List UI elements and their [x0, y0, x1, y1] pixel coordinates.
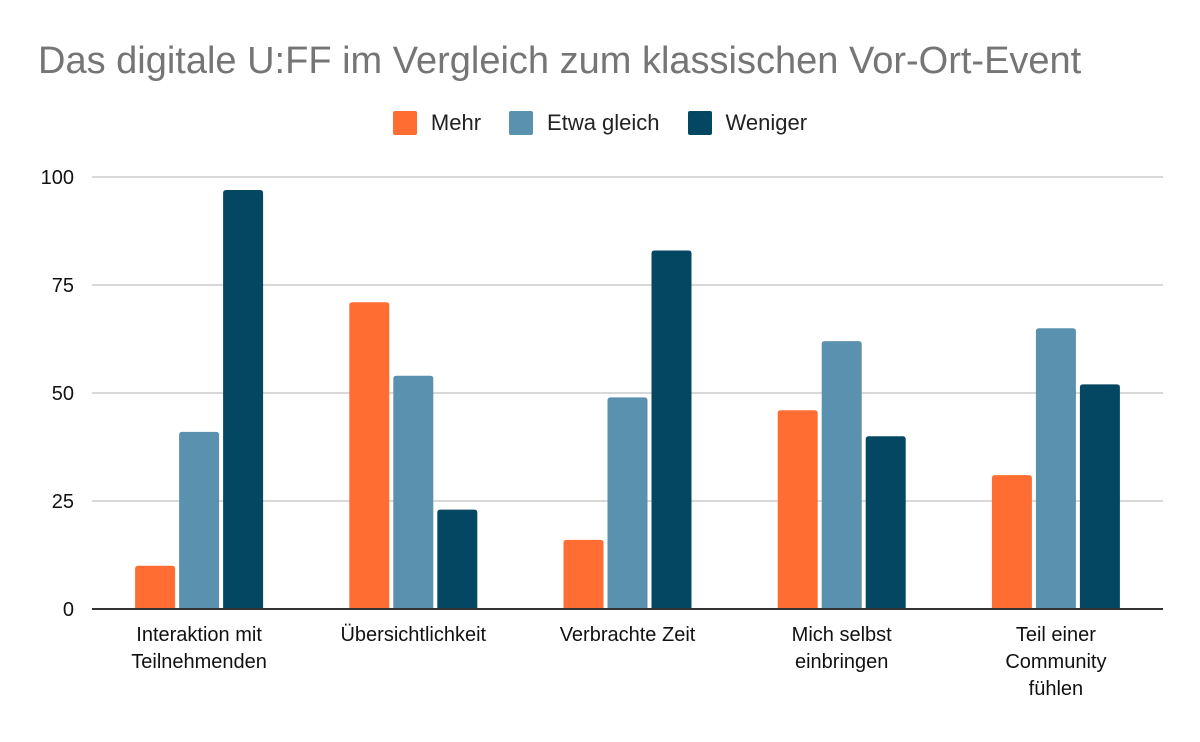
legend-swatch — [509, 111, 534, 135]
bar-etwa-gleich — [821, 341, 862, 609]
bar-mehr — [563, 539, 604, 609]
legend-swatch — [392, 111, 417, 135]
legend-label: Etwa gleich — [547, 110, 660, 135]
legend-item: Weniger — [687, 110, 808, 136]
bar-etwa-gleich — [607, 397, 648, 609]
bar-mehr — [135, 565, 176, 609]
bar-etwa-gleich — [393, 375, 434, 609]
bar-mehr — [349, 302, 390, 609]
x-tick-label: Teil einer Community fühlen — [1005, 624, 1107, 700]
y-tick-label: 75 — [52, 275, 74, 297]
bar-weniger — [437, 509, 478, 609]
x-tick-label: Mich selbst einbringen — [791, 624, 892, 673]
x-tick-label: Interaktion mit Teilnehmenden — [131, 624, 267, 673]
bar-etwa-gleich — [179, 431, 220, 609]
chart-title: Das digitale U:FF im Vergleich zum klass… — [38, 40, 1082, 82]
bar-mehr — [991, 475, 1032, 609]
bar-weniger — [223, 189, 264, 609]
y-tick-label: 0 — [63, 599, 74, 621]
legend-label: Weniger — [725, 110, 808, 135]
legend-item: Mehr — [392, 110, 482, 136]
x-tick-label: Übersichtlichkeit — [340, 624, 487, 646]
bar-etwa-gleich — [1035, 328, 1076, 609]
bar-mehr — [777, 410, 818, 609]
y-tick-label: 50 — [52, 383, 74, 405]
legend-item: Etwa gleich — [509, 110, 660, 136]
legend-swatch — [687, 111, 712, 135]
legend-label: Mehr — [430, 110, 482, 135]
y-tick-label: 100 — [41, 167, 74, 189]
bar-weniger — [865, 436, 906, 609]
bar-weniger — [651, 250, 692, 609]
x-tick-label: Verbrachte Zeit — [559, 624, 696, 646]
bar-weniger — [1079, 384, 1120, 609]
legend: Mehr Etwa gleich Weniger — [0, 110, 1200, 136]
y-tick-label: 25 — [52, 491, 74, 513]
